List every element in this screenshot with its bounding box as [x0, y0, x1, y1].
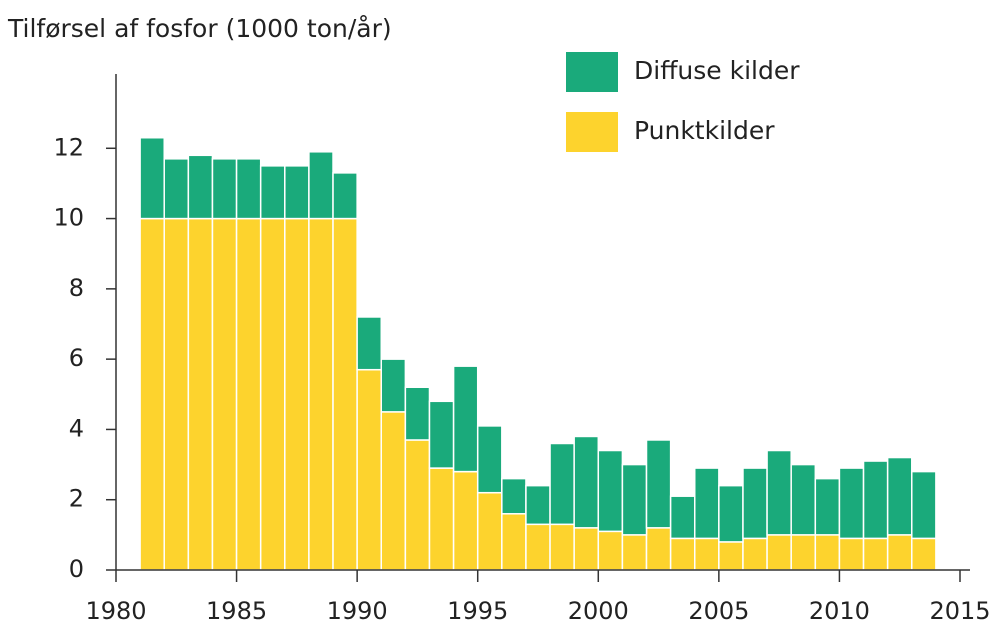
legend-swatch [566, 112, 618, 152]
x-tick-label: 1980 [85, 597, 146, 625]
y-tick-label: 8 [69, 274, 84, 302]
bar [693, 537, 720, 571]
bar [163, 217, 190, 571]
bar [380, 358, 407, 413]
x-tick-label: 1995 [447, 597, 508, 625]
bar [886, 534, 913, 571]
chart-title: Tilførsel af fosfor (1000 ton/år) [7, 14, 392, 43]
legend-label: Punktkilder [634, 116, 775, 145]
bar [911, 470, 937, 540]
bar [501, 513, 527, 571]
bar [597, 449, 624, 533]
bar [645, 439, 672, 529]
bar [235, 217, 262, 571]
bar [838, 467, 865, 540]
bar [332, 172, 358, 220]
y-tick-label: 4 [69, 414, 84, 442]
bar [476, 491, 503, 571]
y-tick-label: 0 [69, 555, 84, 583]
bar [573, 527, 600, 571]
legend-swatch [566, 52, 618, 92]
y-tick-label: 12 [53, 133, 84, 161]
bar [790, 463, 817, 536]
bar [308, 217, 334, 571]
bar [814, 477, 841, 536]
bar [284, 165, 310, 220]
bar [356, 316, 383, 371]
bar [235, 158, 262, 220]
bar [404, 439, 431, 571]
bar [139, 217, 165, 571]
bar [621, 534, 648, 571]
bar [525, 523, 551, 571]
bar [814, 534, 841, 571]
bar [718, 484, 744, 543]
bar [838, 537, 865, 571]
bar [549, 523, 575, 571]
bar [501, 477, 527, 515]
bar [332, 217, 358, 571]
bar [911, 537, 937, 571]
bar [742, 467, 768, 540]
y-tick-label: 6 [69, 344, 84, 372]
x-tick-label: 2015 [929, 597, 990, 625]
bar [163, 158, 190, 220]
bar [284, 217, 310, 571]
bar [862, 537, 889, 571]
bar [766, 534, 792, 571]
bar [476, 425, 503, 494]
bar [428, 400, 455, 469]
bar [139, 136, 165, 220]
x-tick-label: 2000 [568, 597, 629, 625]
x-tick-label: 2005 [688, 597, 749, 625]
y-tick-label: 2 [69, 485, 84, 513]
bar [187, 217, 214, 571]
bar [621, 463, 648, 536]
bar [187, 154, 214, 220]
bar [380, 411, 407, 571]
bar [452, 470, 479, 571]
bar [211, 217, 238, 571]
y-tick-label: 10 [53, 204, 84, 232]
x-tick-label: 1985 [206, 597, 267, 625]
legend-label: Diffuse kilder [634, 56, 800, 85]
bar [573, 435, 600, 529]
bar [862, 460, 889, 540]
bar [549, 442, 575, 526]
bar [718, 541, 744, 571]
bar [428, 467, 455, 571]
bar [452, 365, 479, 473]
bar [211, 158, 238, 220]
bar [308, 151, 334, 220]
bar [742, 537, 768, 571]
bar [766, 449, 792, 536]
bar [693, 467, 720, 540]
bar [790, 534, 817, 571]
bar [669, 537, 696, 571]
bar [886, 456, 913, 536]
bar [259, 165, 286, 220]
bar [669, 495, 696, 540]
bar [597, 530, 624, 571]
bar [356, 368, 383, 571]
x-tick-label: 1990 [327, 597, 388, 625]
bar [645, 527, 672, 571]
x-tick-label: 2010 [809, 597, 870, 625]
bar [259, 217, 286, 571]
bar [404, 386, 431, 441]
bar [525, 484, 551, 526]
